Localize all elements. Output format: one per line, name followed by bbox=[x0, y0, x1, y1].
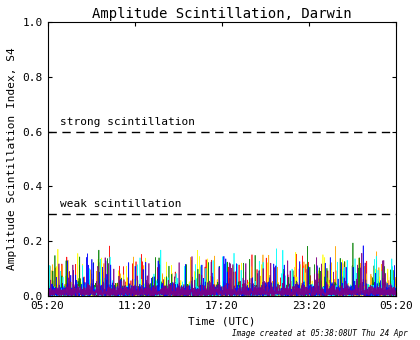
Y-axis label: Amplitude Scintillation Index, S4: Amplitude Scintillation Index, S4 bbox=[7, 48, 17, 270]
Text: Image created at 05:38:08UT Thu 24 Apr: Image created at 05:38:08UT Thu 24 Apr bbox=[232, 329, 407, 338]
Title: Amplitude Scintillation, Darwin: Amplitude Scintillation, Darwin bbox=[92, 7, 352, 21]
Text: strong scintillation: strong scintillation bbox=[60, 117, 195, 127]
Text: weak scintillation: weak scintillation bbox=[60, 199, 181, 209]
X-axis label: Time (UTC): Time (UTC) bbox=[188, 316, 256, 326]
